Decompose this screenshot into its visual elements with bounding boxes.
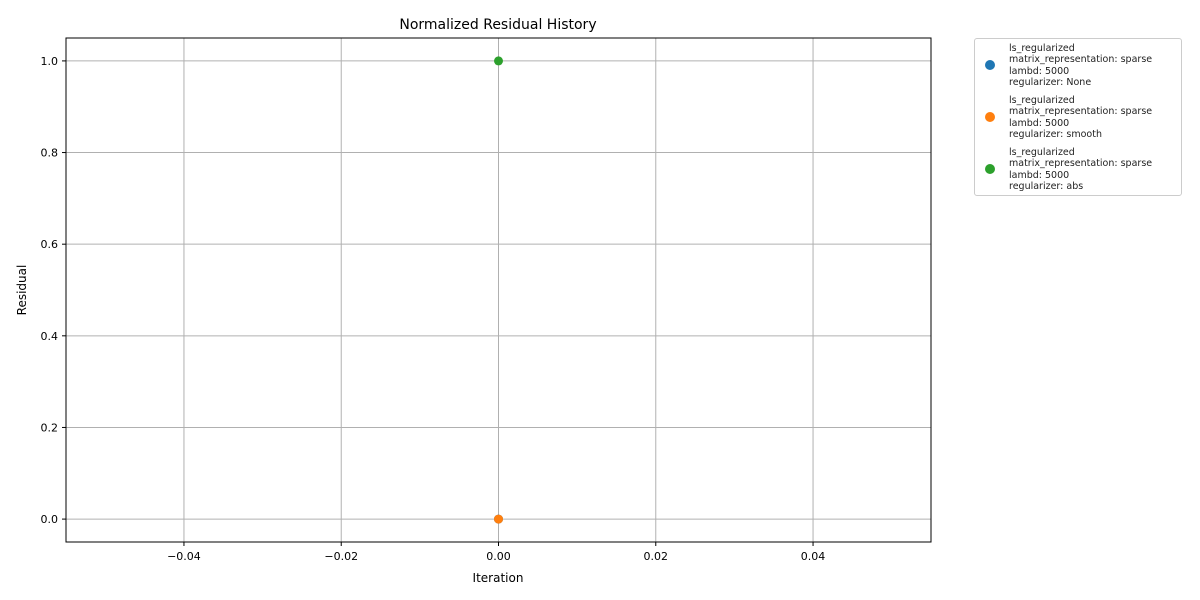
legend-entry-regularizer-none: ls_regularized matrix_representation: sp…	[975, 43, 1181, 89]
y-tick-label: 0.8	[41, 147, 59, 160]
legend-marker-blue	[985, 60, 995, 70]
y-tick-label: 0.6	[41, 238, 59, 251]
axis-ticks: −0.04 −0.02 0.00 0.02 0.04 0.0 0.2 0.4 0.6 0.8 1.0	[41, 55, 826, 563]
x-tick-label: 0.04	[801, 550, 826, 563]
data-point	[494, 514, 503, 524]
legend-label: ls_regularized matrix_representation: sp…	[1009, 147, 1153, 192]
legend-label: ls_regularized matrix_representation: sp…	[1009, 95, 1153, 140]
plot-area-frame	[65, 37, 932, 543]
grid-lines	[66, 38, 931, 542]
legend-entry-regularizer-abs: ls_regularized matrix_representation: sp…	[975, 147, 1181, 193]
y-tick-label: 0.2	[41, 421, 59, 434]
y-axis-label: Residual	[15, 265, 29, 316]
x-tick-label: −0.04	[167, 550, 201, 563]
x-axis-label: Iteration	[473, 571, 524, 585]
data-points	[494, 56, 503, 524]
legend-entry-regularizer-smooth: ls_regularized matrix_representation: sp…	[975, 95, 1181, 141]
legend-marker-orange	[985, 112, 995, 122]
legend-marker-green	[985, 164, 995, 174]
data-point	[494, 56, 503, 66]
x-tick-label: 0.00	[486, 550, 511, 563]
y-tick-label: 1.0	[41, 55, 59, 68]
y-tick-label: 0.0	[41, 513, 59, 526]
legend: ls_regularized matrix_representation: sp…	[974, 38, 1182, 196]
y-tick-label: 0.4	[41, 330, 59, 343]
x-tick-label: 0.02	[644, 550, 669, 563]
legend-label: ls_regularized matrix_representation: sp…	[1009, 43, 1153, 88]
x-tick-label: −0.02	[324, 550, 358, 563]
chart-title: Normalized Residual History	[399, 17, 596, 33]
